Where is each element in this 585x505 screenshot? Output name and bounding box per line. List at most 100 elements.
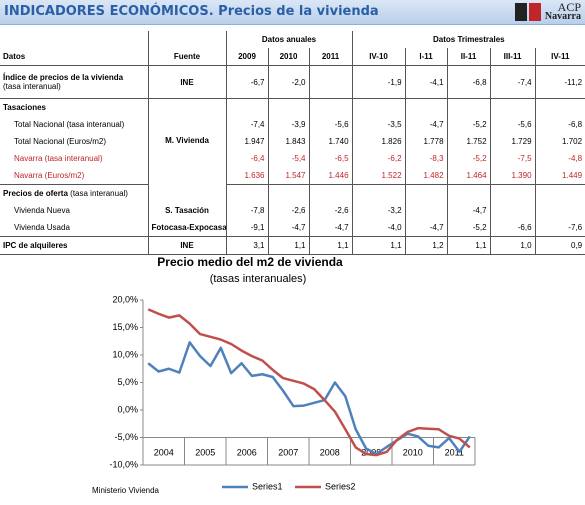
label-part: Navarra (Euros/m2) (14, 171, 85, 180)
label-part: Vivienda Usada (14, 223, 70, 232)
y-tick-label: 20,0% (112, 294, 138, 304)
value-cell (267, 184, 309, 202)
column-header: I-11 (404, 48, 448, 66)
value-cell: 1.702 (534, 133, 585, 150)
label-part: (tasa interanual) (70, 189, 128, 198)
value-cell: 1.482 (404, 167, 448, 185)
source: Fotocasa-Expocasa (147, 219, 226, 237)
value-cell: 1,0 (489, 236, 536, 255)
group-header: Datos anuales (225, 31, 353, 48)
row-label: Índice de precios de la vivienda (tasa in… (0, 65, 148, 99)
chart-title: Precio medio del m2 de vivienda (157, 255, 343, 269)
column-header: 2011 (308, 48, 353, 66)
legend-label: Series1 (252, 481, 283, 491)
series-line (147, 341, 471, 456)
value-cell (489, 202, 536, 219)
value-cell (308, 184, 353, 202)
row-label: Vivienda Usada (0, 219, 148, 237)
value-cell: 1,1 (351, 236, 406, 255)
value-cell: -2,6 (308, 202, 353, 219)
value-cell (404, 202, 448, 219)
source: INE (147, 236, 226, 255)
value-cell: -3,9 (267, 116, 309, 133)
value-cell: -5,6 (489, 116, 536, 133)
value-cell: 1.947 (225, 133, 268, 150)
value-cell: 1.752 (446, 133, 491, 150)
chart-subtitle: (tasas interanuales) (210, 273, 307, 285)
data-row: IPC de alquileres INE 3,1 1,1 1,1 1,1 1,2 1,1 1,… (0, 236, 585, 255)
value-cell: -4,1 (404, 65, 448, 99)
header-bar: INDICADORES ECONÓMICOS. Precios de la vi… (0, 0, 585, 25)
row-label: Navarra (Euros/m2) (0, 167, 148, 185)
value-cell (267, 98, 309, 116)
x-tick-label: 2010 (403, 448, 423, 458)
value-cell (351, 184, 406, 202)
value-cell: -5,4 (267, 150, 309, 167)
value-cell: 1.826 (351, 133, 406, 150)
value-cell: 1.843 (267, 133, 309, 150)
value-cell: -3,2 (351, 202, 406, 219)
value-cell: 1.636 (225, 167, 268, 185)
logo-icon (514, 3, 527, 21)
value-cell: -5,6 (308, 116, 353, 133)
data-row: Navarra (tasa interanual) -6,4 -5,4 -6,5 -6,… (0, 150, 585, 167)
value-cell: -4,7 (404, 116, 448, 133)
legend-label: Series2 (325, 481, 356, 491)
value-cell: 1.778 (404, 133, 448, 150)
group-header: Datos Trimestrales (351, 31, 585, 48)
label-part: Total Nacional (tasa interanual) (14, 120, 125, 129)
logo: ACP Navarra (514, 1, 581, 22)
value-cell (308, 98, 353, 116)
column-header: 2010 (267, 48, 309, 66)
cell (0, 31, 148, 48)
x-tick-label: 2004 (154, 448, 174, 458)
header-row: Datos Fuente 2009 2010 2011 IV-10 I-11 II-11 III… (0, 48, 585, 66)
value-cell (534, 202, 585, 219)
column-header: Fuente (147, 48, 226, 66)
value-cell (534, 184, 585, 202)
x-tick-label: 2005 (195, 448, 215, 458)
column-header: III-11 (489, 48, 536, 66)
value-cell: -6,6 (489, 219, 536, 237)
source-note: Ministerio Vivienda (92, 486, 160, 495)
value-cell: 1.390 (489, 167, 536, 185)
value-cell: -4,7 (404, 219, 448, 237)
row-label: Precios de oferta (tasa interanual) (0, 185, 148, 203)
value-cell: -6,2 (351, 150, 406, 167)
value-cell: -5,2 (446, 116, 491, 133)
cell (147, 184, 226, 202)
y-tick-label: -5,0% (114, 432, 138, 442)
data-row: Total Nacional (Euros/m2) 1.947 1.843 1.740… (0, 133, 585, 150)
value-cell: -6,5 (308, 150, 353, 167)
value-cell: -4,7 (308, 219, 353, 237)
value-cell: -4,7 (267, 219, 309, 237)
column-header: 2009 (225, 48, 268, 66)
row-label: Navarra (tasa interanual) (0, 150, 148, 167)
value-cell (225, 98, 268, 116)
value-cell: -6,4 (225, 150, 268, 167)
value-cell: -11,2 (534, 65, 585, 99)
data-row: Tasaciones (0, 98, 585, 117)
value-cell: -5,2 (446, 150, 491, 167)
value-cell (225, 184, 268, 202)
value-cell: -4,7 (446, 202, 491, 219)
value-cell: -7,8 (225, 202, 268, 219)
value-cell (351, 98, 406, 116)
value-cell: -7,4 (225, 116, 268, 133)
y-tick-label: 15,0% (112, 322, 138, 332)
value-cell (534, 98, 585, 116)
value-cell: -1,9 (351, 65, 406, 99)
value-cell: -5,2 (446, 219, 491, 237)
value-cell: 1.464 (446, 167, 491, 185)
label-part: Tasaciones (3, 103, 46, 112)
value-cell: -2,0 (267, 65, 309, 99)
value-cell (446, 98, 491, 116)
label-part: Precios de oferta (3, 189, 68, 198)
row-label: Tasaciones (0, 99, 148, 117)
value-cell: 3,1 (225, 236, 268, 255)
label-part: IPC de alquileres (3, 241, 68, 250)
data-row: Vivienda Usada Fotocasa-Expocasa -9,1 -4,7-… (0, 219, 585, 237)
label-part: Vivienda Nueva (14, 206, 70, 215)
value-cell: -7,4 (489, 65, 536, 99)
